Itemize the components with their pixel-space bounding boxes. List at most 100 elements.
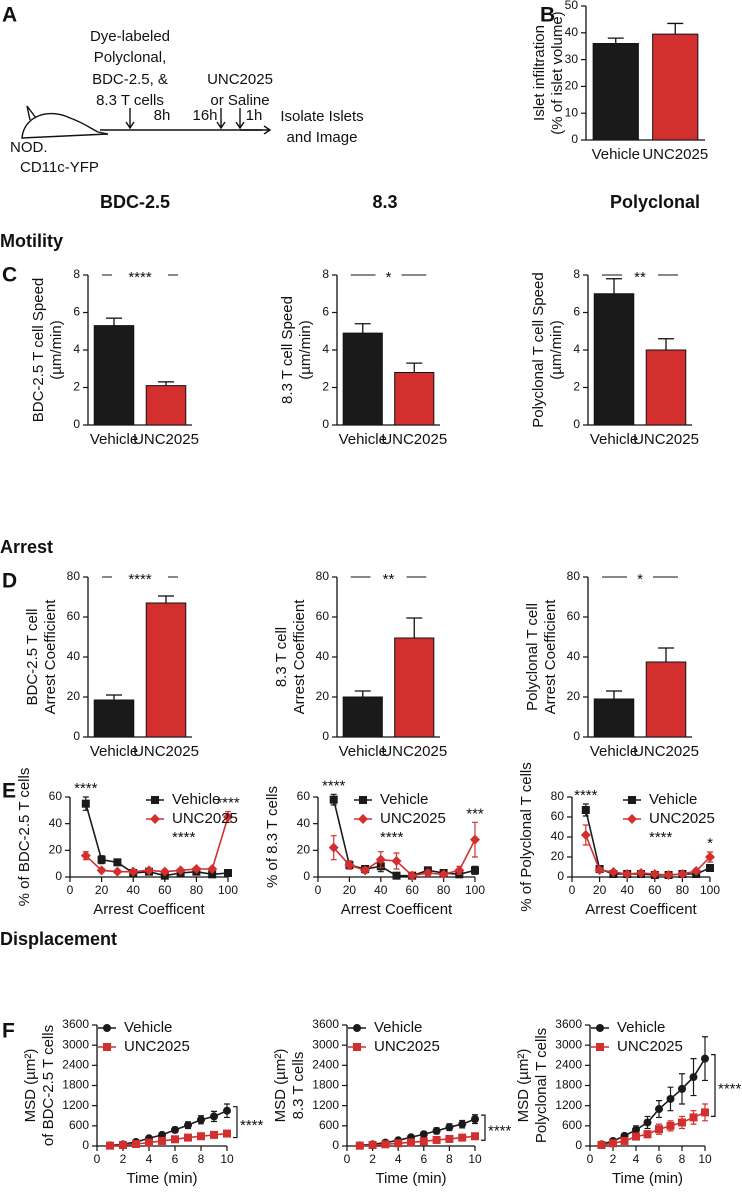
marker xyxy=(210,1130,218,1139)
marker xyxy=(81,799,90,808)
marker xyxy=(106,1141,114,1150)
error-cap xyxy=(330,793,337,806)
marker xyxy=(184,1121,192,1130)
y-tick-label: 0 xyxy=(571,132,578,146)
annotation: **** xyxy=(322,777,346,794)
x-tick-label: 6 xyxy=(420,1152,427,1166)
y-axis-label: % of Polyclonal T cells xyxy=(518,762,535,912)
legend-marker xyxy=(353,1043,361,1051)
bar xyxy=(93,325,135,426)
marker xyxy=(458,1120,467,1129)
significance-bracket xyxy=(481,1114,486,1141)
diagram-text: 16h xyxy=(192,107,217,124)
marker xyxy=(128,866,139,877)
y-tick-label: 60 xyxy=(551,809,565,823)
marker xyxy=(171,1125,179,1134)
series-line xyxy=(359,1118,476,1147)
y-tick-label: 20 xyxy=(551,849,565,863)
marker xyxy=(208,870,217,879)
marker xyxy=(422,868,433,878)
series-line xyxy=(601,1111,706,1146)
x-axis-label: Arrest Coefficent xyxy=(585,901,697,918)
legend-marker xyxy=(596,1024,604,1032)
marker xyxy=(622,869,633,879)
marker xyxy=(132,1139,140,1148)
y-tick-label: 0 xyxy=(82,1138,89,1152)
x-tick-label: 0 xyxy=(94,1152,101,1166)
x-tick-label: Vehicle xyxy=(90,431,138,448)
marker xyxy=(632,1132,640,1141)
y-tick-label: 0 xyxy=(322,729,329,743)
y-tick-label: 3000 xyxy=(62,1037,89,1051)
y-axis-label: % of BDC-2.5 T cells xyxy=(16,768,33,907)
marker xyxy=(210,1112,218,1121)
x-tick-label: 4 xyxy=(395,1152,402,1166)
annotation: *** xyxy=(466,805,484,822)
x-tick-label: 0 xyxy=(315,883,322,897)
y-tick-label: 1200 xyxy=(312,1098,339,1112)
marker xyxy=(112,866,123,877)
y-tick-label: 2400 xyxy=(555,1058,582,1072)
marker xyxy=(458,1133,467,1142)
marker xyxy=(609,1139,617,1148)
error-cap xyxy=(702,1103,708,1122)
marker xyxy=(113,858,122,867)
x-tick-label: 100 xyxy=(465,883,485,897)
marker xyxy=(407,1138,415,1147)
x-tick-label: UNC2025 xyxy=(633,743,699,760)
y-tick-label: 60 xyxy=(49,789,63,803)
y-tick-label: 40 xyxy=(297,816,311,830)
y-tick-label: 4 xyxy=(573,342,580,356)
diagram-text: 1h xyxy=(246,107,263,124)
x-tick-label: 60 xyxy=(406,883,420,897)
y-tick-label: 60 xyxy=(567,609,581,623)
marker xyxy=(223,1106,231,1115)
bar xyxy=(394,372,435,426)
y-axis-label: (µm/min) xyxy=(297,320,314,379)
marker xyxy=(329,795,338,804)
x-tick-label: 0 xyxy=(587,1152,594,1166)
marker xyxy=(419,1130,428,1139)
y-tick-label: 0 xyxy=(573,729,580,743)
y-tick-label: 8 xyxy=(322,267,329,281)
marker xyxy=(594,865,605,875)
significance: **** xyxy=(488,1123,512,1140)
y-tick-label: 80 xyxy=(316,569,330,583)
marker xyxy=(666,1094,675,1103)
y-tick-label: 60 xyxy=(297,789,311,803)
y-tick-label: 20 xyxy=(567,689,581,703)
legend-label: UNC2025 xyxy=(617,1038,683,1055)
x-tick-label: 20 xyxy=(593,883,607,897)
x-tick-label: Vehicle xyxy=(90,743,138,760)
marker xyxy=(368,1140,377,1149)
x-tick-label: 10 xyxy=(698,1152,712,1166)
arrow xyxy=(216,108,226,130)
error-cap xyxy=(82,796,89,811)
annotation: **** xyxy=(74,780,98,797)
y-tick-label: 0 xyxy=(557,869,564,883)
y-tick-label: 0 xyxy=(303,869,310,883)
marker xyxy=(158,1130,166,1139)
x-tick-label: UNC2025 xyxy=(381,431,447,448)
legend-marker xyxy=(628,796,636,804)
y-tick-label: 3000 xyxy=(555,1037,582,1051)
y-tick-label: 40 xyxy=(551,829,565,843)
marker xyxy=(394,1139,403,1148)
y-tick-label: 10 xyxy=(565,105,579,119)
series-line xyxy=(85,803,229,877)
legend-label: UNC2025 xyxy=(374,1038,440,1055)
legend-marker xyxy=(627,814,637,824)
x-tick-label: 4 xyxy=(146,1152,153,1166)
series-line xyxy=(333,839,476,877)
y-tick-label: 0 xyxy=(73,729,80,743)
bar xyxy=(593,698,635,738)
marker xyxy=(677,869,688,879)
x-axis-label: Arrest Coefficent xyxy=(341,901,453,918)
significance: **** xyxy=(240,1117,264,1134)
y-tick-label: 4 xyxy=(322,342,329,356)
significance-bracket xyxy=(233,1106,238,1139)
diagram-text: CD11c-YFP xyxy=(20,159,99,176)
y-axis-label: 8.3 T cell Speed xyxy=(279,296,296,404)
legend-label: UNC2025 xyxy=(172,810,238,827)
